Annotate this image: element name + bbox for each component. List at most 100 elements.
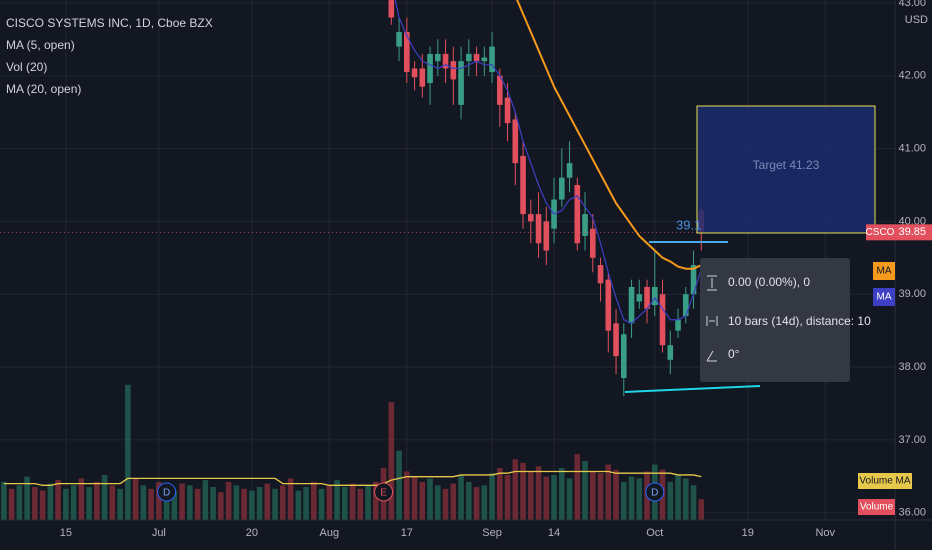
- x-tick-label: 19: [742, 527, 754, 539]
- x-tick-label: 20: [246, 527, 258, 539]
- event-label: E: [380, 488, 387, 499]
- candle-body: [504, 97, 511, 124]
- ma-tag-label: MA: [877, 266, 892, 277]
- volume-bar: [280, 485, 286, 520]
- candle-body: [520, 155, 526, 215]
- volume-bar: [497, 468, 503, 520]
- y-tick-label: 42.00: [898, 70, 926, 82]
- candle-body: [589, 228, 596, 258]
- event-marker[interactable]: [645, 482, 665, 502]
- x-tick-label: 17: [401, 527, 413, 539]
- symbol-title: CISCO SYSTEMS INC, 1D, Cboe BZX: [6, 16, 213, 30]
- event-marker[interactable]: [374, 482, 394, 502]
- volume-bar: [566, 478, 573, 520]
- volume-bar: [241, 488, 247, 520]
- x-tick-label: Sep: [482, 527, 502, 539]
- candle-body: [481, 57, 488, 62]
- volume-bar: [179, 483, 185, 520]
- candle-body: [597, 265, 604, 284]
- price-pane: [0, 0, 895, 397]
- volume-tag-label: Volume: [860, 502, 894, 513]
- candle-body: [489, 46, 495, 73]
- volume-bar: [39, 490, 46, 520]
- currency[interactable]: USD: [905, 14, 928, 26]
- icon: [706, 350, 717, 362]
- target-label: Target 41.23: [753, 158, 820, 172]
- candle-body: [411, 68, 418, 78]
- volume-bar: [311, 481, 317, 520]
- y-tick-label: 38.00: [898, 361, 926, 373]
- candle-body: [497, 75, 503, 105]
- volume-bar: [63, 488, 69, 520]
- volume-bar: [574, 454, 581, 520]
- candle-body: [396, 32, 402, 47]
- volume-bar: [334, 480, 340, 520]
- volume-bar: [450, 483, 457, 520]
- volume-bar: [466, 481, 472, 520]
- measure-text: 0°: [728, 347, 740, 361]
- candle-body: [442, 53, 449, 69]
- ma-tag-label: MA: [877, 292, 892, 303]
- volume-bar: [140, 485, 147, 520]
- x-tick-label: Aug: [320, 527, 340, 539]
- volume-bar: [597, 473, 604, 520]
- event-label: D: [163, 488, 170, 499]
- volume-bar: [528, 471, 534, 520]
- volume-bar: [690, 485, 697, 520]
- event-marker[interactable]: [157, 482, 177, 502]
- candle-body: [667, 345, 674, 360]
- ma-tag: [873, 262, 895, 280]
- candle-body: [682, 294, 689, 317]
- candle-body: [512, 119, 519, 164]
- volume-bar: [698, 499, 705, 520]
- volume-bar: [272, 488, 278, 520]
- volume-tag-label: Volume MA: [859, 476, 910, 487]
- candle-body: [566, 163, 573, 178]
- volume-bar: [435, 485, 441, 520]
- volume-bar: [225, 481, 232, 520]
- candle-body: [427, 53, 433, 84]
- volume-bar: [109, 485, 116, 520]
- volume-bar: [218, 492, 224, 520]
- volume-bar: [78, 478, 85, 520]
- volume-bar: [620, 481, 627, 520]
- event-label: D: [651, 488, 658, 499]
- candle-body: [675, 319, 681, 331]
- y-tick-label: 40.00: [898, 215, 926, 227]
- icon: [706, 316, 718, 326]
- candle-body: [644, 286, 650, 309]
- volume-bar: [365, 485, 371, 520]
- candle-body: [636, 294, 643, 302]
- candle-body: [535, 214, 542, 244]
- candle-body: [419, 68, 426, 87]
- trend-line[interactable]: [624, 385, 761, 393]
- candle-body: [628, 286, 635, 324]
- volume-bar: [342, 487, 348, 520]
- volume-bar: [210, 487, 216, 520]
- volume-bar: [148, 488, 154, 520]
- volume-bar: [303, 487, 309, 520]
- volume-bar: [202, 480, 209, 520]
- y-tick-label: 39.00: [898, 288, 926, 300]
- volume-bar: [132, 478, 139, 520]
- volume-bar: [287, 478, 294, 520]
- volume-bar: [613, 469, 619, 520]
- volume-bar: [411, 476, 418, 520]
- volume-bar: [504, 474, 511, 520]
- volume-bar: [682, 478, 689, 520]
- ma-line: [394, 0, 702, 325]
- candle-body: [620, 334, 627, 378]
- volume-bar: [233, 485, 240, 520]
- x-tick-label: Oct: [646, 527, 663, 539]
- volume-bar: [171, 490, 178, 520]
- volume-bar: [55, 480, 61, 520]
- target-box[interactable]: [696, 105, 876, 234]
- volume-bar: [551, 474, 557, 520]
- price-tag-value: 39.85: [898, 226, 926, 238]
- volume-bar: [520, 462, 526, 520]
- candle-body: [466, 53, 472, 62]
- volume-bar: [194, 488, 201, 520]
- volume-bar: [326, 485, 333, 520]
- ma-line: [516, 0, 702, 270]
